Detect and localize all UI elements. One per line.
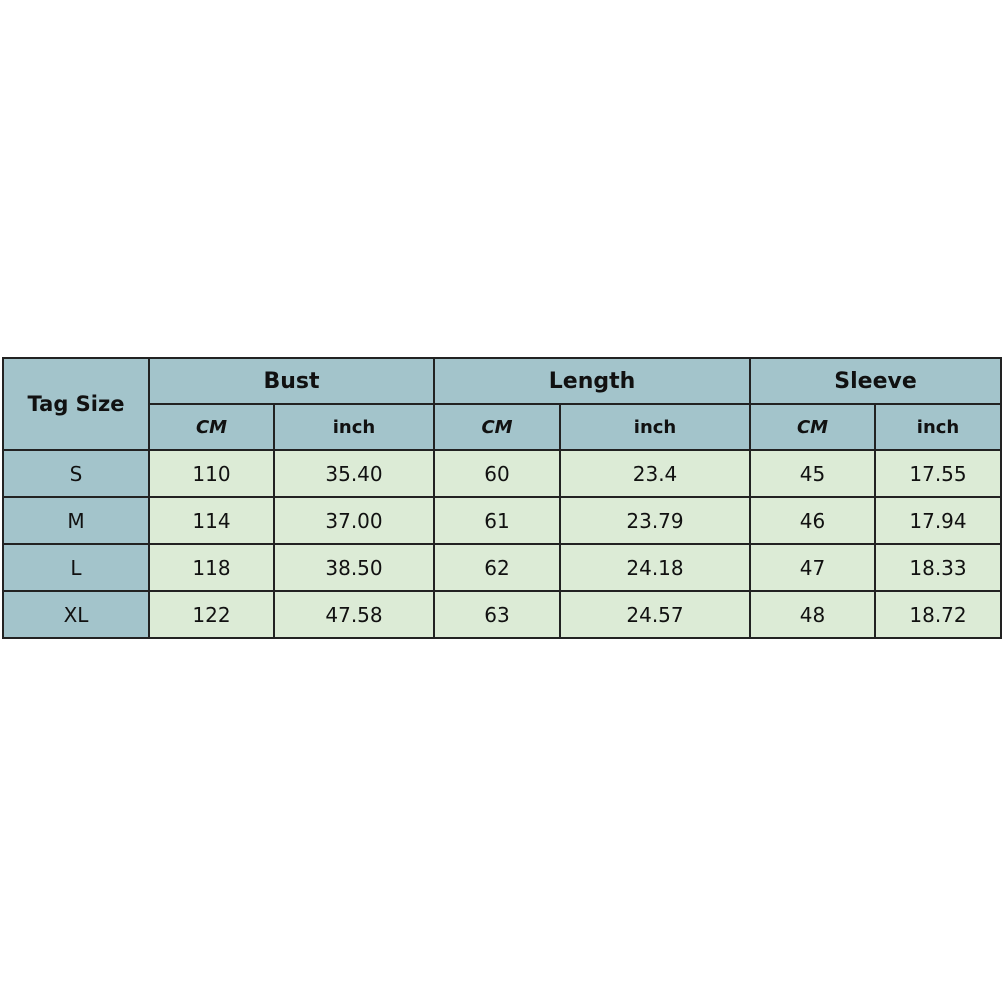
table-row: XL 122 47.58 63 24.57 48 18.72 — [2, 590, 1002, 639]
value-cell: 23.79 — [559, 496, 752, 545]
value-cell: 18.33 — [874, 543, 1002, 592]
value-cell: 60 — [433, 449, 562, 498]
value-cell: 118 — [148, 543, 275, 592]
unit-header: CM — [749, 403, 877, 451]
value-cell: 17.94 — [874, 496, 1002, 545]
value-cell: 18.72 — [874, 590, 1002, 639]
unit-header: inch — [272, 403, 436, 451]
length-header: Length — [433, 357, 752, 405]
sleeve-header: Sleeve — [749, 357, 1002, 405]
value-cell: 24.18 — [559, 543, 752, 592]
unit-header: inch — [559, 403, 752, 451]
size-chart-table: Tag Size Bust Length Sleeve CM inch CM i… — [2, 357, 1002, 639]
header-row-groups: Tag Size Bust Length Sleeve — [2, 357, 1002, 451]
value-cell: 24.57 — [559, 590, 752, 639]
header-row-units: CM inch CM inch CM inch — [3, 403, 1002, 451]
size-cell: XL — [2, 590, 150, 639]
value-cell: 23.4 — [559, 449, 752, 498]
value-cell: 48 — [749, 590, 877, 639]
value-cell: 45 — [749, 449, 877, 498]
value-cell: 38.50 — [272, 543, 436, 592]
value-cell: 46 — [749, 496, 877, 545]
bust-header: Bust — [147, 357, 436, 405]
table-row: S 110 35.40 60 23.4 45 17.55 — [2, 449, 1002, 498]
size-cell: M — [2, 496, 150, 545]
unit-header: inch — [874, 403, 1002, 451]
value-cell: 61 — [433, 496, 562, 545]
table-row: L 118 38.50 62 24.18 47 18.33 — [2, 543, 1002, 592]
tag-size-header: Tag Size — [2, 357, 150, 451]
value-cell: 122 — [148, 590, 275, 639]
size-cell: S — [2, 449, 150, 498]
size-cell: L — [2, 543, 150, 592]
value-cell: 35.40 — [272, 449, 436, 498]
value-cell: 37.00 — [272, 496, 436, 545]
value-cell: 17.55 — [874, 449, 1002, 498]
table-row: M 114 37.00 61 23.79 46 17.94 — [2, 496, 1002, 545]
value-cell: 47.58 — [272, 590, 436, 639]
value-cell: 63 — [433, 590, 562, 639]
unit-header: CM — [148, 403, 275, 451]
value-cell: 110 — [148, 449, 275, 498]
value-cell: 114 — [148, 496, 275, 545]
unit-header: CM — [433, 403, 562, 451]
value-cell: 47 — [749, 543, 877, 592]
value-cell: 62 — [433, 543, 562, 592]
